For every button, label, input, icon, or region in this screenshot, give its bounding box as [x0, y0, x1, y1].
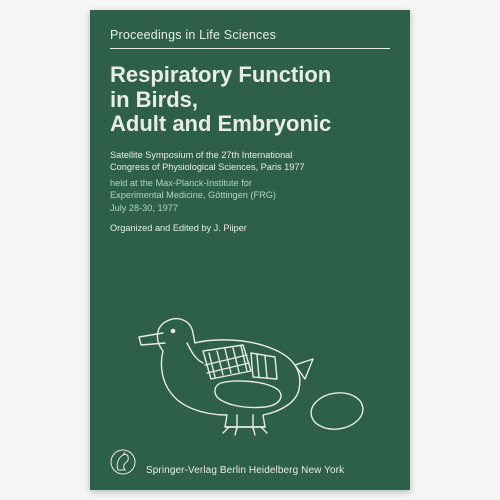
editor-line: Organized and Edited by J. Piiper	[110, 222, 390, 234]
publisher-text: Springer-Verlag Berlin Heidelberg New Yo…	[146, 465, 344, 478]
duck-line-art-icon	[125, 293, 375, 438]
book-cover: Proceedings in Life Sciences Respiratory…	[90, 10, 410, 490]
duck-egg-illustration	[90, 293, 410, 438]
subtitle-line: Satellite Symposium of the 27th Internat…	[110, 150, 292, 160]
venue-block: held at the Max-Planck-Institute for Exp…	[110, 177, 390, 214]
subtitle-line: Congress of Physiological Sciences, Pari…	[110, 162, 305, 172]
subtitle: Satellite Symposium of the 27th Internat…	[110, 149, 390, 174]
book-title: Respiratory Function in Birds, Adult and…	[110, 63, 390, 137]
venue-line: Experimental Medicine, Göttingen (FRG)	[110, 190, 276, 200]
title-line: Respiratory Function	[110, 62, 331, 87]
series-title: Proceedings in Life Sciences	[110, 28, 390, 42]
springer-horse-logo-icon	[110, 448, 136, 478]
title-line: Adult and Embryonic	[110, 111, 331, 136]
venue-line: held at the Max-Planck-Institute for	[110, 178, 252, 188]
title-line: in Birds,	[110, 87, 198, 112]
publisher-row: Springer-Verlag Berlin Heidelberg New Yo…	[110, 448, 390, 478]
divider-rule	[110, 48, 390, 49]
venue-line: July 28-30, 1977	[110, 203, 178, 213]
